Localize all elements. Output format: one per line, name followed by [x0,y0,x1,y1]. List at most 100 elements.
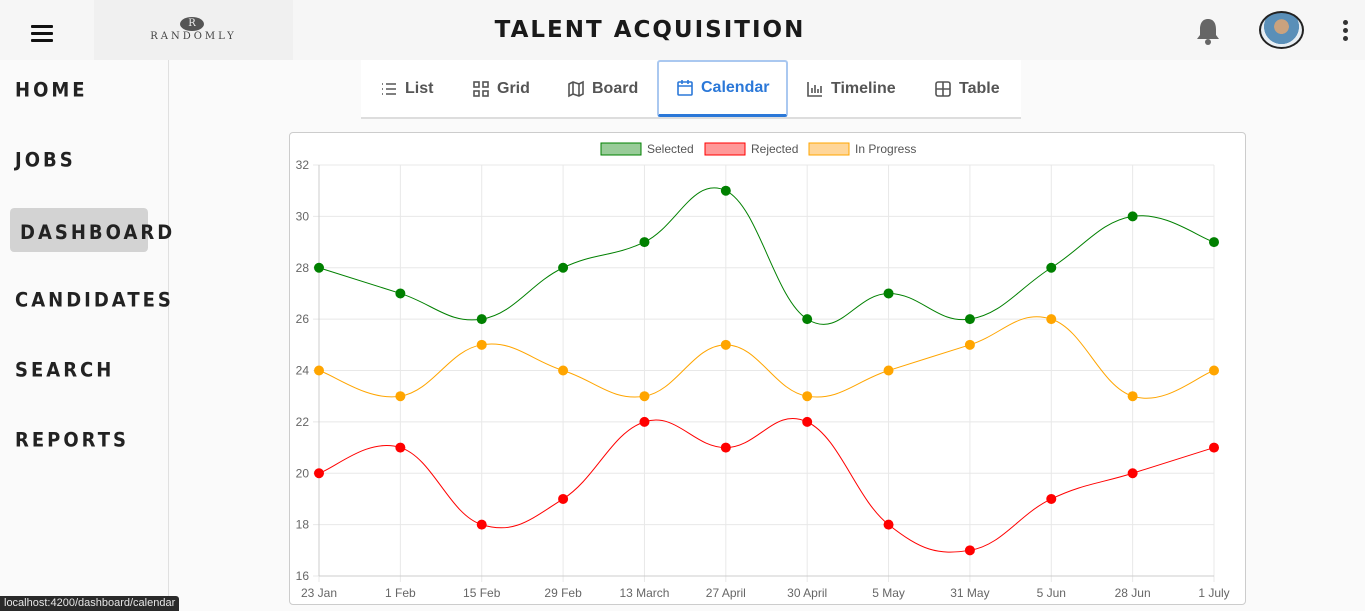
data-point [314,468,324,479]
x-tick-label: 13 March [619,586,669,600]
legend-swatch [808,142,850,156]
legend-swatch [600,142,642,156]
calendar-icon [677,80,693,96]
x-tick-label: 1 Feb [385,586,416,600]
sidebar-item-jobs[interactable]: JOBS [15,148,76,173]
data-point [883,365,894,376]
x-tick-label: 31 May [950,586,989,600]
sidebar-item-search[interactable]: SEARCH [15,358,115,383]
line-chart: 16 18 20 22 24 26 28 30 32 23 Jan 1 Feb 15 Feb 29 Fe… [296,142,1230,600]
status-bar-url: localhost:4200/dashboard/calendar [0,596,180,611]
grid-icon [473,80,489,97]
data-point [1046,314,1057,325]
data-point [720,185,731,196]
data-point [395,442,406,453]
data-point [314,365,324,376]
sidebar-item-reports[interactable]: REPORTS [15,428,129,453]
data-point [476,314,487,325]
data-point [1209,365,1219,376]
data-point [883,288,894,299]
y-tick-label: 24 [296,364,310,378]
table-icon [935,80,951,97]
y-tick-label: 20 [296,466,310,480]
data-point [802,391,813,402]
data-point [1127,391,1138,402]
x-tick-label: 23 Jan [301,586,337,600]
x-tick-label: 28 Jun [1115,586,1151,600]
sidebar-item-home[interactable]: HOME [15,78,88,103]
x-tick-label: 30 April [787,586,827,600]
logo-text: RANDOMLY [150,31,237,42]
app-title: TALENT ACQUISITION [494,17,806,43]
y-tick-label: 16 [296,569,310,583]
data-point [1127,211,1138,222]
sidebar-item-candidates[interactable]: CANDIDATES [15,288,174,313]
data-point [639,237,650,248]
x-tick-label: 27 April [706,586,746,600]
data-point [964,314,975,325]
data-point [395,288,406,299]
data-point [802,416,813,427]
y-tick-label: 28 [296,261,310,275]
y-tick-label: 26 [296,312,310,326]
x-tick-label: 1 July [1198,586,1229,600]
tab-calendar-label: Calendar [701,79,770,96]
top-bar: R RANDOMLY TALENT ACQUISITION [0,0,1365,60]
bell-icon[interactable] [1195,17,1221,45]
tab-list-label: List [405,79,434,97]
legend-swatch [704,142,746,156]
data-point [720,442,731,453]
bar-chart-icon [807,81,822,97]
tab-table[interactable]: Table [934,60,1000,117]
kebab-menu-icon[interactable] [1343,20,1351,42]
data-point [802,314,813,325]
y-tick-label: 18 [296,518,310,532]
data-point [720,339,731,350]
sidebar-item-dashboard[interactable]: DASHBOARD [10,208,172,252]
sidebar: HOME JOBS DASHBOARD CANDIDATES SEARCH RE… [0,60,172,611]
data-point [1127,468,1138,479]
data-point [558,365,569,376]
list-icon [382,82,396,95]
data-point [1046,262,1057,273]
map-icon [568,80,584,97]
data-point [314,262,324,273]
tab-calendar[interactable]: Calendar [657,60,789,117]
data-point [1209,442,1219,453]
tab-table-label: Table [959,79,1000,97]
x-tick-label: 5 Jun [1037,586,1066,600]
tab-list[interactable]: List [380,60,433,117]
y-tick-label: 32 [296,158,310,172]
tab-timeline-label: Timeline [831,79,896,97]
view-tabs: List Grid Board Calendar Timeline Table [361,60,1021,119]
data-point [1209,237,1219,248]
tab-timeline[interactable]: Timeline [806,60,896,117]
data-point [883,519,894,530]
legend-label: Rejected [751,142,798,156]
avatar[interactable] [1259,11,1304,49]
legend-label: Selected [647,142,694,156]
logo-mark: R [180,17,204,31]
series-line-2 [318,316,1215,399]
tab-board-label: Board [592,79,639,97]
tab-grid[interactable]: Grid [472,60,530,117]
data-point [476,519,487,530]
data-point [395,391,406,402]
x-tick-label: 15 Feb [463,586,501,600]
y-tick-label: 22 [296,415,310,429]
data-point [639,416,650,427]
y-tick-label: 30 [296,209,310,223]
hamburger-icon[interactable] [31,25,53,43]
tab-grid-label: Grid [497,79,530,97]
legend-label: In Progress [855,142,916,156]
series-line-1 [318,417,1215,553]
data-point [558,493,569,504]
data-point [964,545,975,556]
chart-card: 16 18 20 22 24 26 28 30 32 23 Jan 1 Feb 15 Feb 29 Fe… [289,132,1246,605]
logo[interactable]: R RANDOMLY [94,0,293,60]
x-tick-label: 5 May [872,586,905,600]
data-point [1046,493,1057,504]
series-line-0 [318,187,1215,325]
x-tick-label: 29 Feb [544,586,582,600]
tab-board[interactable]: Board [567,60,638,117]
